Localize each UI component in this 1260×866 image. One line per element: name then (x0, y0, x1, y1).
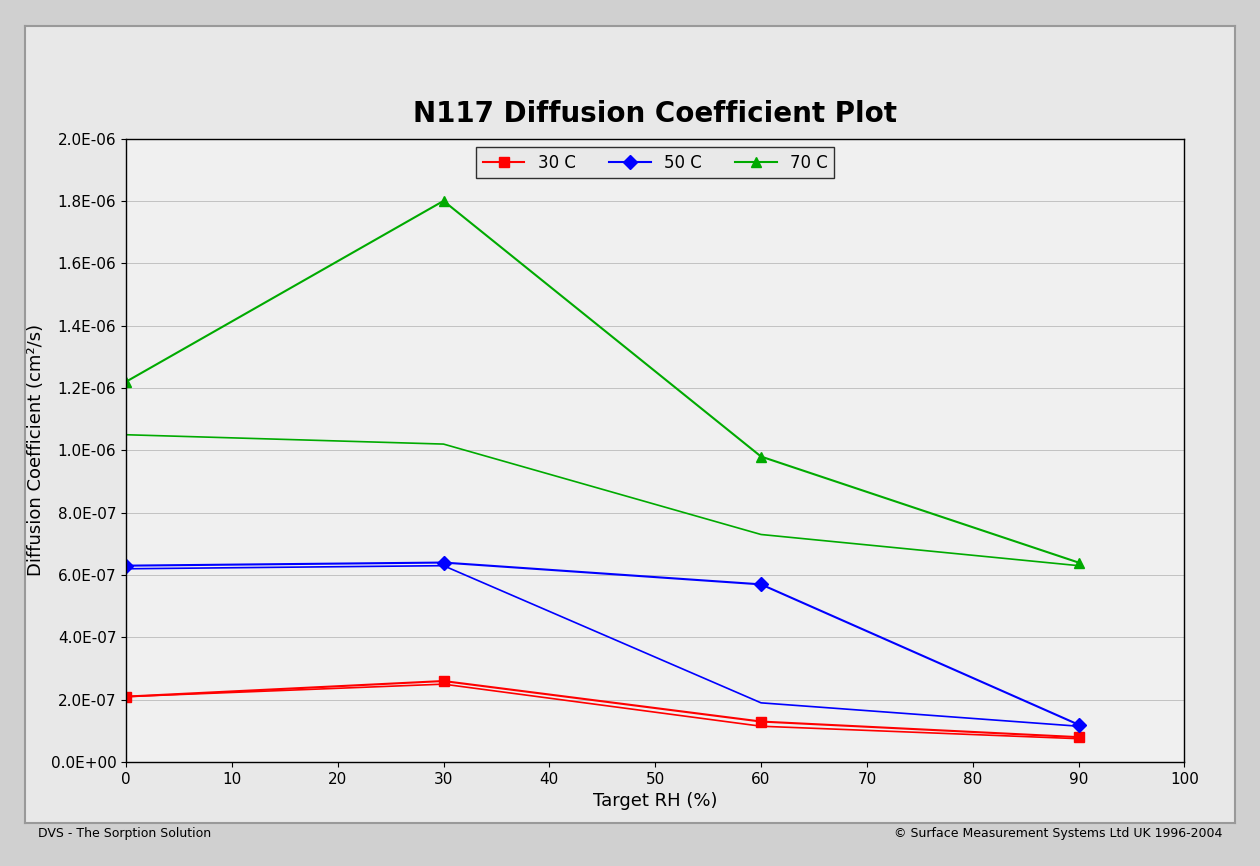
70 C (753, 451, 769, 462)
Line: 70 C: 70 C (121, 196, 1084, 567)
Line: 30 C: 30 C (121, 676, 1084, 742)
Title: N117 Diffusion Coefficient Plot: N117 Diffusion Coefficient Plot (413, 100, 897, 128)
70 C (1071, 558, 1086, 568)
50 C (436, 558, 451, 568)
30 C (436, 675, 451, 686)
30 C (118, 691, 134, 701)
50 C (118, 560, 134, 571)
50 C (753, 579, 769, 590)
Text: © Surface Measurement Systems Ltd UK 1996-2004: © Surface Measurement Systems Ltd UK 199… (893, 827, 1222, 840)
X-axis label: Target RH (%): Target RH (%) (593, 792, 717, 811)
70 C (436, 196, 451, 206)
70 C (118, 377, 134, 387)
30 C (1071, 732, 1086, 742)
Text: DVS - The Sorption Solution: DVS - The Sorption Solution (38, 827, 210, 840)
Y-axis label: Diffusion Coefficient (cm²/s): Diffusion Coefficient (cm²/s) (26, 324, 45, 577)
30 C (753, 716, 769, 727)
Line: 50 C: 50 C (121, 558, 1084, 729)
Legend: 30 C, 50 C, 70 C: 30 C, 50 C, 70 C (476, 147, 834, 178)
50 C (1071, 720, 1086, 730)
